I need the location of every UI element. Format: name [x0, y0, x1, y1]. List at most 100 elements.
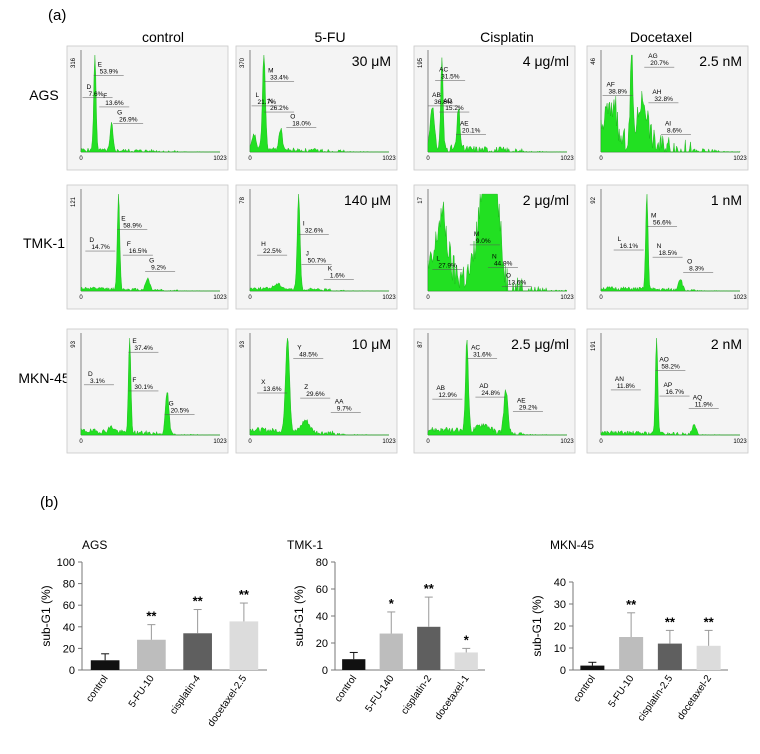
- category-label: control: [84, 673, 110, 704]
- gate-name: G: [117, 109, 122, 116]
- gate-name: N: [268, 98, 273, 105]
- gate-name: F: [103, 93, 107, 100]
- gate-percent: 56.6%: [653, 220, 672, 227]
- significance-mark: **: [239, 587, 250, 602]
- y-tick-label: 0: [322, 665, 328, 677]
- column-header: 5-FU: [314, 29, 345, 45]
- x-tick-label: 0: [426, 439, 430, 445]
- chart-title: AGS: [82, 538, 107, 552]
- gate-percent: 26.2%: [270, 105, 289, 112]
- x-tick-label: 1023: [382, 439, 396, 445]
- gate-percent: 14.7%: [91, 244, 110, 251]
- gate-name: L: [436, 255, 440, 262]
- gate-percent: 18.5%: [659, 250, 678, 257]
- bar: [417, 626, 441, 670]
- histogram-area: [80, 338, 220, 436]
- histogram-area: [600, 338, 740, 436]
- gate-percent: 13.6%: [105, 100, 124, 107]
- gate-percent: 11.9%: [695, 401, 713, 408]
- panel-b-label: (b): [40, 494, 58, 511]
- gate-percent: 21.7%: [258, 99, 277, 106]
- gate-name: E: [121, 216, 126, 223]
- gate-percent: 26.9%: [119, 116, 138, 123]
- category-label: docetaxel-2: [675, 673, 714, 722]
- gate-name: M: [268, 67, 273, 74]
- gate-percent: 33.4%: [270, 74, 289, 81]
- gate-name: D: [88, 371, 93, 378]
- y-axis-label: sub-G1 (%): [530, 595, 544, 656]
- histogram-area: [249, 338, 390, 436]
- gate-name: H: [261, 241, 266, 248]
- gate-name: K: [328, 266, 333, 273]
- gate-name: E: [132, 338, 137, 345]
- gate-percent: 38.8%: [609, 89, 628, 96]
- chart-title: MKN-45: [550, 538, 594, 552]
- concentration-label: 30 μM: [352, 53, 391, 69]
- gate-percent: 22.5%: [263, 248, 282, 255]
- x-tick-label: 0: [248, 156, 252, 162]
- category-label: docetaxel-1: [433, 673, 472, 722]
- bar: [619, 637, 644, 670]
- histogram-panel: 370 0 1023 30 μM M33.4% L21.7%N26.2%O18.0%: [235, 45, 398, 171]
- gate-percent: 27.9%: [438, 262, 457, 269]
- x-tick-label: 1023: [733, 156, 747, 162]
- histogram-area: [80, 55, 220, 153]
- gate-name: AB: [432, 92, 441, 99]
- category-label: control: [572, 673, 598, 704]
- gate-percent: 16.5%: [129, 248, 148, 255]
- y-tick-label: 40: [63, 622, 75, 634]
- gate-percent: 20.1%: [462, 127, 481, 134]
- x-tick-label: 1023: [213, 439, 227, 445]
- gate-percent: 8.6%: [667, 127, 682, 134]
- gate-name: AC: [471, 344, 480, 351]
- category-label: 5-FU-140: [363, 673, 396, 714]
- gate-percent: 58.9%: [123, 223, 142, 230]
- y-max-label: 87: [418, 340, 424, 347]
- gate-name: AE: [460, 120, 469, 127]
- histogram-panel: 121 0 1023 E58.9% D14.7% F16.5%G9.2%: [66, 184, 229, 310]
- y-tick-label: 40: [316, 611, 328, 623]
- gate-percent: 9.0%: [476, 238, 491, 245]
- histogram-area: [427, 339, 568, 436]
- x-tick-label: 1023: [382, 156, 396, 162]
- bar-chart: AGS 0 20 40 60 80 100 sub-G1 (%) control ** 5-FU-1…: [39, 538, 267, 729]
- gate-percent: 9.7%: [337, 405, 352, 412]
- bar: [90, 660, 120, 670]
- gate-percent: 32.8%: [654, 96, 673, 103]
- bar: [379, 633, 403, 670]
- y-max-label: 370: [240, 57, 246, 68]
- gate-percent: 20.7%: [650, 60, 669, 67]
- y-max-label: 46: [591, 57, 597, 64]
- gate-percent: 9.2%: [151, 264, 166, 271]
- bar: [580, 665, 605, 670]
- gate-name: AF: [607, 82, 615, 89]
- y-max-label: 191: [591, 340, 597, 351]
- category-label: cisplatin-2.5: [636, 673, 676, 723]
- y-tick-label: 20: [554, 621, 566, 633]
- gate-percent: 16.1%: [620, 243, 639, 250]
- x-tick-label: 0: [599, 439, 603, 445]
- y-tick-label: 60: [63, 600, 75, 612]
- y-tick-label: 20: [316, 638, 328, 650]
- gate-name: O: [290, 113, 295, 120]
- bar-chart: MKN-45 0 10 20 30 40 sub-G1 (%) control ** 5-FU-1…: [530, 538, 728, 723]
- gate-name: D: [89, 237, 94, 244]
- chart-title: TMK-1: [287, 538, 323, 552]
- concentration-label: 2.5 μg/ml: [511, 336, 569, 352]
- category-label: cisplatin-2: [399, 673, 434, 717]
- gate-percent: 13.6%: [508, 280, 527, 287]
- gate-percent: 3.1%: [90, 378, 105, 385]
- row-header: AGS: [29, 87, 59, 103]
- gate-percent: 50.7%: [308, 257, 327, 264]
- concentration-label: 1 nM: [711, 192, 742, 208]
- gate-name: AH: [652, 89, 661, 96]
- gate-percent: 1.6%: [330, 273, 345, 280]
- row-header: TMK-1: [23, 235, 65, 251]
- y-max-label: 93: [240, 340, 246, 347]
- gate-name: Z: [304, 384, 308, 391]
- gate-percent: 11.8%: [617, 383, 635, 390]
